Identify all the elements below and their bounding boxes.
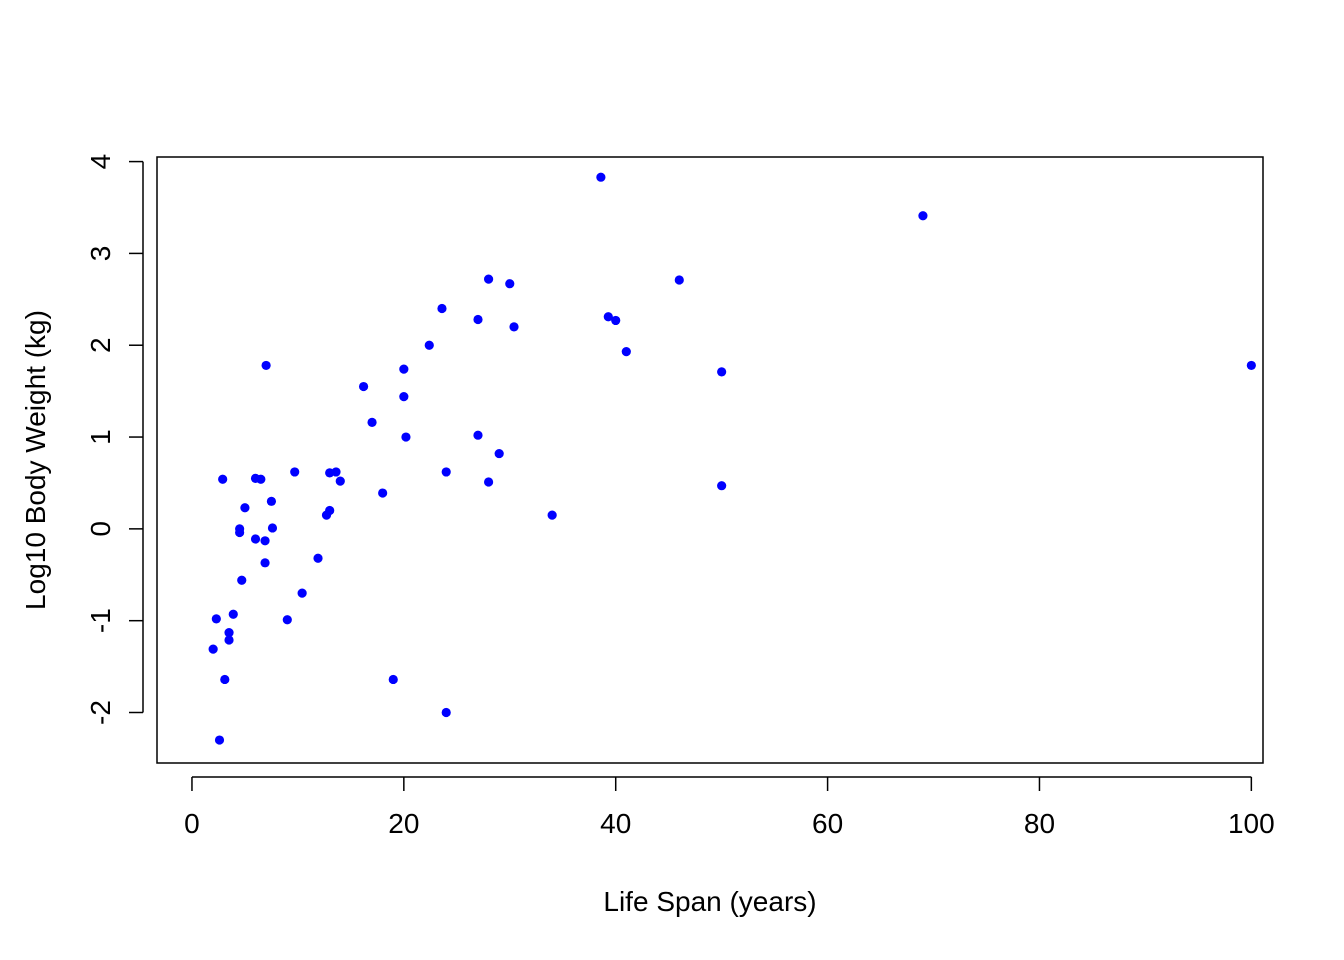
data-point (399, 392, 409, 402)
y-tick-label: 2 (85, 337, 116, 353)
data-point (621, 347, 631, 357)
data-point (494, 448, 504, 459)
data-point (483, 477, 494, 487)
data-point (717, 481, 727, 491)
data-point (1246, 360, 1256, 371)
x-tick-label: 40 (600, 808, 631, 839)
data-point (313, 553, 323, 563)
data-point (218, 474, 228, 484)
data-point (335, 476, 345, 486)
data-point (237, 575, 247, 585)
data-point (437, 303, 447, 314)
data-point (250, 534, 261, 544)
data-point (505, 279, 515, 289)
data-point (224, 628, 234, 638)
y-tick-label: 3 (85, 246, 116, 262)
data-point (358, 381, 369, 392)
data-point (267, 523, 278, 533)
data-point (331, 467, 341, 477)
data-point (388, 674, 398, 685)
data-point (367, 417, 377, 427)
data-point (611, 315, 621, 326)
data-point (918, 211, 928, 221)
data-point (325, 505, 335, 516)
data-point (401, 432, 411, 442)
data-point (596, 172, 606, 182)
data-point (282, 615, 292, 625)
data-point (441, 467, 451, 477)
data-point (214, 735, 225, 745)
x-tick-label: 20 (388, 808, 419, 839)
data-point (509, 322, 519, 332)
data-point (224, 635, 234, 645)
data-point (441, 707, 451, 718)
data-point (424, 340, 434, 350)
y-tick-label: -2 (85, 700, 116, 725)
data-point (674, 275, 684, 285)
data-point (378, 488, 388, 498)
data-point (228, 609, 238, 619)
y-axis: -2 -1 0 1 2 3 4 (85, 154, 144, 725)
data-point (473, 314, 483, 325)
data-point (290, 467, 300, 477)
data-point (235, 527, 245, 538)
y-axis-label: Log10 Body Weight (kg) (20, 310, 51, 610)
y-tick-label: 0 (85, 521, 116, 537)
data-point (211, 614, 221, 624)
data-point (260, 536, 270, 546)
y-tick-label: 4 (85, 154, 116, 170)
data-point (399, 364, 409, 374)
y-tick-label: 1 (85, 429, 116, 445)
data-point (547, 510, 557, 520)
data-point (297, 588, 307, 598)
data-point (473, 430, 483, 440)
x-axis: 0 20 40 60 80 100 (184, 776, 1275, 839)
x-axis-label: Life Span (years) (603, 886, 816, 917)
data-point (717, 367, 727, 377)
data-point (208, 644, 218, 654)
data-point (260, 558, 270, 568)
x-tick-label: 0 (184, 808, 200, 839)
data-points (208, 172, 1256, 745)
data-point (266, 496, 277, 506)
x-tick-label: 60 (812, 808, 843, 839)
x-tick-label: 80 (1024, 808, 1055, 839)
data-point (256, 474, 266, 484)
data-point (261, 360, 271, 371)
data-point (483, 274, 494, 284)
data-point (240, 503, 250, 513)
y-tick-label: -1 (85, 608, 116, 633)
data-point (603, 312, 613, 322)
plot-frame (156, 156, 1264, 764)
data-point (220, 674, 230, 685)
x-tick-label: 100 (1228, 808, 1275, 839)
